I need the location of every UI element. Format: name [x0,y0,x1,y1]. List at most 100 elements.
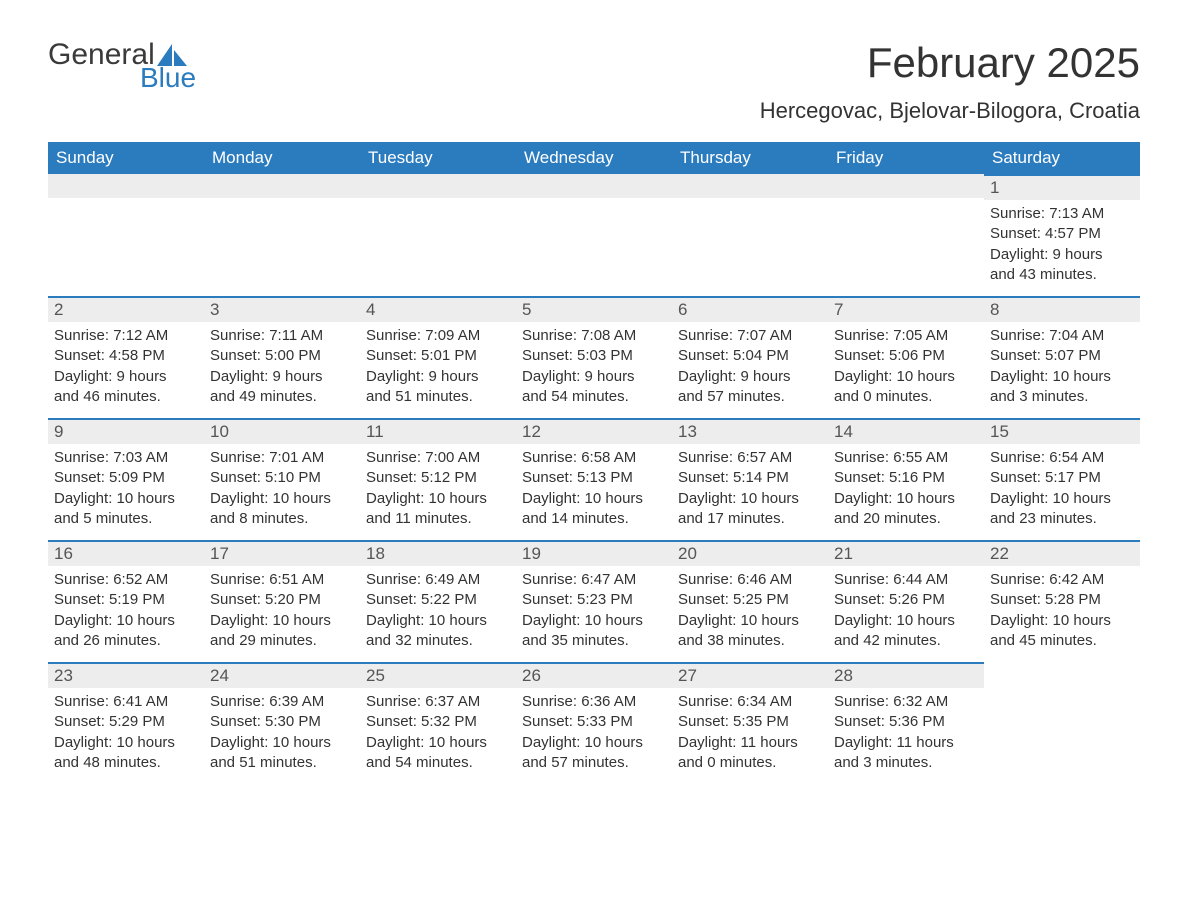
day-details: Sunrise: 7:05 AMSunset: 5:06 PMDaylight:… [828,322,984,415]
empty-bar [828,174,984,198]
day-d1: Daylight: 10 hours [366,611,510,631]
day-d1: Daylight: 10 hours [678,489,822,509]
day-sr: Sunrise: 6:32 AM [834,692,978,712]
day-sr: Sunrise: 6:34 AM [678,692,822,712]
day-sr: Sunrise: 7:00 AM [366,448,510,468]
day-d2: and 20 minutes. [834,509,978,529]
day-number: 19 [516,540,672,566]
day-d1: Daylight: 9 hours [366,367,510,387]
calendar-day: 26Sunrise: 6:36 AMSunset: 5:33 PMDayligh… [516,662,672,784]
day-ss: Sunset: 5:10 PM [210,468,354,488]
day-d2: and 54 minutes. [522,387,666,407]
day-d1: Daylight: 10 hours [54,733,198,753]
day-d2: and 8 minutes. [210,509,354,529]
day-number: 14 [828,418,984,444]
day-d2: and 48 minutes. [54,753,198,773]
day-number: 16 [48,540,204,566]
weekday-header: Friday [828,142,984,174]
day-sr: Sunrise: 7:09 AM [366,326,510,346]
day-ss: Sunset: 5:01 PM [366,346,510,366]
calendar-day: 13Sunrise: 6:57 AMSunset: 5:14 PMDayligh… [672,418,828,540]
day-d1: Daylight: 10 hours [834,367,978,387]
day-number: 6 [672,296,828,322]
calendar-day: 2Sunrise: 7:12 AMSunset: 4:58 PMDaylight… [48,296,204,418]
day-details: Sunrise: 6:37 AMSunset: 5:32 PMDaylight:… [360,688,516,781]
day-number: 15 [984,418,1140,444]
day-d1: Daylight: 9 hours [990,245,1134,265]
day-number: 17 [204,540,360,566]
empty-bar [204,174,360,198]
day-sr: Sunrise: 6:36 AM [522,692,666,712]
day-ss: Sunset: 4:57 PM [990,224,1134,244]
day-ss: Sunset: 5:14 PM [678,468,822,488]
calendar-day: 21Sunrise: 6:44 AMSunset: 5:26 PMDayligh… [828,540,984,662]
weekday-header: Thursday [672,142,828,174]
day-details: Sunrise: 6:57 AMSunset: 5:14 PMDaylight:… [672,444,828,537]
day-number: 13 [672,418,828,444]
day-d1: Daylight: 10 hours [366,733,510,753]
calendar-day: 3Sunrise: 7:11 AMSunset: 5:00 PMDaylight… [204,296,360,418]
day-number: 26 [516,662,672,688]
day-sr: Sunrise: 7:07 AM [678,326,822,346]
calendar-day: 7Sunrise: 7:05 AMSunset: 5:06 PMDaylight… [828,296,984,418]
day-details: Sunrise: 6:46 AMSunset: 5:25 PMDaylight:… [672,566,828,659]
day-sr: Sunrise: 7:08 AM [522,326,666,346]
day-details: Sunrise: 6:36 AMSunset: 5:33 PMDaylight:… [516,688,672,781]
calendar-day: 5Sunrise: 7:08 AMSunset: 5:03 PMDaylight… [516,296,672,418]
day-sr: Sunrise: 6:57 AM [678,448,822,468]
day-d2: and 42 minutes. [834,631,978,651]
day-d1: Daylight: 11 hours [678,733,822,753]
day-sr: Sunrise: 6:51 AM [210,570,354,590]
location: Hercegovac, Bjelovar-Bilogora, Croatia [760,98,1140,124]
day-ss: Sunset: 5:30 PM [210,712,354,732]
day-details: Sunrise: 6:47 AMSunset: 5:23 PMDaylight:… [516,566,672,659]
day-details: Sunrise: 7:03 AMSunset: 5:09 PMDaylight:… [48,444,204,537]
day-d2: and 0 minutes. [678,753,822,773]
day-details: Sunrise: 6:55 AMSunset: 5:16 PMDaylight:… [828,444,984,537]
day-number: 4 [360,296,516,322]
day-number: 28 [828,662,984,688]
day-ss: Sunset: 5:09 PM [54,468,198,488]
day-sr: Sunrise: 6:54 AM [990,448,1134,468]
day-number: 12 [516,418,672,444]
day-d2: and 17 minutes. [678,509,822,529]
calendar-day: 4 Sunrise: 7:09 AMSunset: 5:01 PMDaylight… [360,296,516,418]
day-details: Sunrise: 6:58 AMSunset: 5:13 PMDaylight:… [516,444,672,537]
day-d1: Daylight: 10 hours [54,611,198,631]
day-number: 3 [204,296,360,322]
calendar-day: 8Sunrise: 7:04 AMSunset: 5:07 PMDaylight… [984,296,1140,418]
calendar-day-empty [204,174,360,296]
day-sr: Sunrise: 7:05 AM [834,326,978,346]
day-details: Sunrise: 6:44 AMSunset: 5:26 PMDaylight:… [828,566,984,659]
day-sr: Sunrise: 6:47 AM [522,570,666,590]
day-sr: Sunrise: 6:41 AM [54,692,198,712]
calendar-day: 19Sunrise: 6:47 AMSunset: 5:23 PMDayligh… [516,540,672,662]
day-d1: Daylight: 10 hours [210,489,354,509]
day-d2: and 38 minutes. [678,631,822,651]
day-d1: Daylight: 10 hours [522,489,666,509]
day-ss: Sunset: 5:04 PM [678,346,822,366]
day-d1: Daylight: 10 hours [366,489,510,509]
day-d1: Daylight: 10 hours [210,733,354,753]
day-details: Sunrise: 6:41 AMSunset: 5:29 PMDaylight:… [48,688,204,781]
day-d2: and 23 minutes. [990,509,1134,529]
day-details: Sunrise: 7:01 AMSunset: 5:10 PMDaylight:… [204,444,360,537]
day-d1: Daylight: 9 hours [522,367,666,387]
day-sr: Sunrise: 7:04 AM [990,326,1134,346]
calendar-day: 25Sunrise: 6:37 AMSunset: 5:32 PMDayligh… [360,662,516,784]
calendar-week: 16Sunrise: 6:52 AMSunset: 5:19 PMDayligh… [48,540,1140,662]
weekday-header: Wednesday [516,142,672,174]
day-sr: Sunrise: 7:03 AM [54,448,198,468]
day-d2: and 35 minutes. [522,631,666,651]
calendar-day: 17Sunrise: 6:51 AMSunset: 5:20 PMDayligh… [204,540,360,662]
day-d1: Daylight: 9 hours [210,367,354,387]
day-ss: Sunset: 5:26 PM [834,590,978,610]
day-details: Sunrise: 7:07 AMSunset: 5:04 PMDaylight:… [672,322,828,415]
day-d2: and 49 minutes. [210,387,354,407]
day-ss: Sunset: 5:20 PM [210,590,354,610]
calendar-table: SundayMondayTuesdayWednesdayThursdayFrid… [48,142,1140,784]
day-number: 20 [672,540,828,566]
day-details: Sunrise: 6:52 AMSunset: 5:19 PMDaylight:… [48,566,204,659]
day-sr: Sunrise: 6:46 AM [678,570,822,590]
day-number: 8 [984,296,1140,322]
